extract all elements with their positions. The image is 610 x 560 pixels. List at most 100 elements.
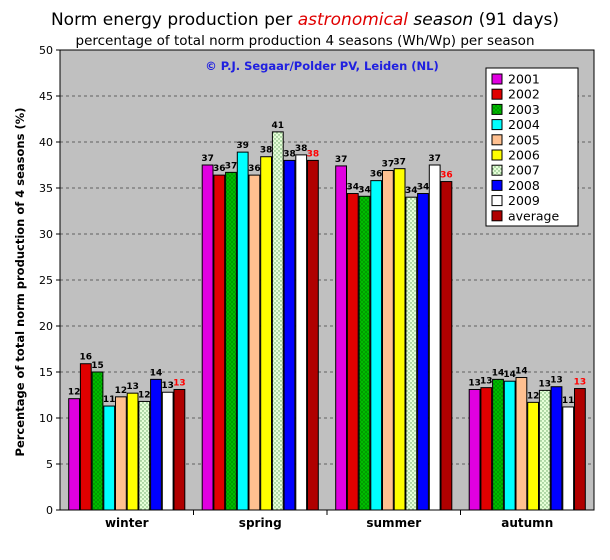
data-label: 13: [480, 377, 493, 387]
bar-2001: [335, 165, 348, 511]
bar-2008: [150, 378, 162, 511]
data-label: 37: [225, 161, 238, 171]
data-label: 12: [527, 391, 540, 401]
legend-swatch: [491, 164, 503, 176]
legend-label: 2004: [508, 117, 540, 132]
bar-average: [307, 159, 319, 511]
bar-2006: [393, 168, 406, 511]
data-label: 38: [295, 144, 308, 154]
data-label: 34: [405, 186, 418, 196]
bar-2003: [225, 171, 237, 511]
data-label: 12: [68, 388, 81, 398]
legend-label: 2005: [508, 132, 540, 147]
legend-label: average: [508, 208, 559, 223]
y-tick-label: 0: [46, 504, 53, 517]
y-tick-label: 45: [39, 90, 53, 103]
data-label: 38: [307, 149, 320, 159]
bar-average: [574, 388, 586, 511]
data-label: 36: [213, 164, 226, 174]
data-label: 37: [201, 154, 214, 164]
data-label: 34: [417, 183, 430, 193]
legend-label: 2001: [508, 72, 540, 87]
data-label: 14: [150, 368, 163, 378]
bar-2002: [480, 387, 493, 511]
legend-label: 2008: [508, 178, 540, 193]
bar-2002: [79, 363, 92, 511]
legend: 200120022003200420052006200720082009aver…: [485, 67, 579, 227]
y-tick-label: 5: [46, 458, 53, 471]
bar-2003: [358, 195, 371, 511]
chart-title-part-4: (91 days): [473, 10, 560, 30]
legend-swatch: [491, 195, 503, 207]
data-label: 15: [91, 361, 104, 371]
chart-title-part-1: Norm energy production per: [50, 10, 298, 30]
legend-label: 2007: [508, 163, 540, 178]
legend-label: 2009: [508, 193, 540, 208]
y-axis-label: Percentage of total norm production of 4…: [13, 108, 27, 457]
bar-2009: [428, 164, 441, 511]
bar-2009: [295, 154, 308, 511]
bar-2007: [538, 389, 551, 511]
data-label: 12: [115, 386, 128, 396]
y-tick-label: 30: [39, 228, 53, 241]
chart-title-highlight: astronomical: [297, 10, 408, 30]
bar-2005: [248, 174, 261, 511]
bar-2005: [515, 377, 528, 511]
y-tick-label: 40: [39, 136, 53, 149]
data-label: 13: [126, 382, 139, 392]
bar-2008: [417, 193, 429, 511]
data-label: 11: [562, 396, 575, 406]
data-label: 16: [80, 353, 93, 363]
legend-label: 2006: [508, 148, 540, 163]
bar-average: [173, 388, 186, 511]
x-tick-label: winter: [105, 516, 149, 530]
legend-swatch: [491, 179, 503, 191]
legend-swatch: [491, 119, 503, 131]
bar-2001: [468, 388, 481, 511]
bar-2002: [213, 174, 226, 511]
chart-title: Norm energy production per astronomical …: [0, 10, 610, 30]
legend-swatch: [491, 73, 503, 85]
data-label: 13: [468, 378, 481, 388]
bar-2005: [382, 170, 394, 511]
y-tick-label: 15: [39, 366, 53, 379]
legend-swatch: [491, 134, 503, 146]
data-label: 36: [248, 164, 261, 174]
x-tick-label: summer: [366, 516, 421, 530]
legend-swatch: [491, 149, 503, 161]
data-label: 14: [503, 370, 516, 380]
data-label: 39: [236, 141, 249, 151]
bar-2004: [370, 180, 383, 511]
bar-2003: [91, 371, 104, 511]
data-label: 13: [550, 376, 563, 386]
bar-2006: [126, 392, 139, 511]
data-label: 13: [574, 378, 587, 388]
bar-2008: [550, 386, 563, 511]
data-label: 41: [272, 121, 285, 131]
legend-label: 2002: [508, 87, 540, 102]
y-tick-label: 20: [39, 320, 53, 333]
copyright-watermark: © P.J. Segaar/Polder PV, Leiden (NL): [205, 59, 439, 73]
bar-2008: [283, 159, 296, 511]
chart-subtitle: percentage of total norm production 4 se…: [75, 33, 535, 49]
data-label: 37: [393, 158, 406, 168]
bar-2004: [236, 151, 249, 511]
data-label: 34: [358, 185, 371, 195]
bar-2005: [115, 396, 127, 511]
bar-2007: [138, 400, 151, 511]
bar-2006: [527, 401, 540, 511]
data-label: 37: [335, 155, 348, 165]
bar-2001: [68, 398, 80, 511]
data-label: 14: [515, 367, 528, 377]
x-tick-label: autumn: [501, 516, 553, 530]
data-label: 13: [173, 378, 186, 388]
data-label: 13: [161, 381, 174, 391]
bar-2004: [503, 380, 516, 511]
data-label: 36: [370, 170, 383, 180]
bar-2003: [492, 378, 504, 511]
bar-2001: [201, 164, 214, 511]
y-tick-label: 25: [39, 274, 53, 287]
y-tick-label: 35: [39, 182, 53, 195]
data-label: 13: [539, 379, 552, 389]
